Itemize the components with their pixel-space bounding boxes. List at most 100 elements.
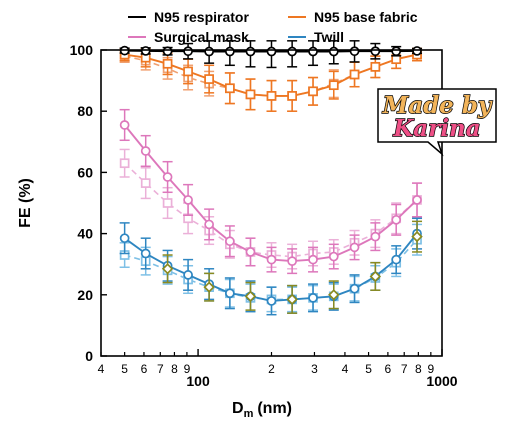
data-point: [162, 172, 173, 182]
x-minor-tick-label: 5: [121, 362, 128, 376]
data-point: [140, 146, 151, 156]
data-point: [225, 236, 235, 247]
y-tick-label: 100: [70, 42, 94, 58]
data-point: [162, 46, 173, 57]
data-point: [328, 46, 339, 57]
data-point: [328, 251, 339, 262]
data-point: [140, 178, 151, 188]
data-point: [349, 46, 360, 57]
legend-label: N95 base fabric: [314, 9, 418, 25]
data-point: [140, 248, 151, 259]
y-tick-label: 60: [77, 164, 93, 180]
x-minor-tick-label: 7: [401, 362, 408, 376]
data-point: [183, 195, 193, 205]
legend-item-n95-base-fabric: N95 base fabric: [288, 9, 418, 25]
data-point: [162, 198, 173, 208]
data-point: [140, 46, 151, 56]
data-point: [287, 256, 297, 266]
x-major-tick-label: 1000: [426, 373, 457, 389]
data-point: [412, 195, 422, 205]
x-minor-tick-label: 8: [415, 362, 422, 376]
data-point: [183, 46, 193, 57]
x-minor-tick-label: 4: [98, 362, 105, 376]
data-point: [225, 46, 235, 57]
data-point: [391, 214, 402, 225]
data-point: [308, 254, 318, 265]
data-point: [370, 61, 381, 72]
data-point: [308, 46, 318, 57]
legend-label: N95 respirator: [154, 9, 249, 25]
data-point: [349, 69, 360, 80]
data-point: [119, 158, 130, 169]
series-n95-respirator: [119, 40, 423, 69]
legend: N95 respirator N95 base fabric Surgical ma…: [128, 9, 418, 45]
legend-item-surgical-mask: Surgical mask: [128, 29, 249, 45]
data-point: [369, 270, 382, 283]
x-minor-tick-label: 9: [184, 362, 191, 376]
data-point: [412, 46, 422, 56]
y-tick-label: 40: [77, 226, 93, 242]
legend-item-n95-respirator: N95 respirator: [128, 9, 249, 25]
data-point: [411, 230, 423, 243]
data-point: [225, 288, 235, 299]
data-point: [204, 219, 214, 230]
data-point: [203, 281, 215, 293]
data-point: [308, 293, 318, 303]
data-point: [287, 91, 297, 101]
data-point: [162, 58, 173, 69]
x-axis-title: Dm (nm): [232, 400, 292, 420]
x-minor-tick-label: 4: [342, 362, 349, 376]
data-point: [391, 46, 402, 57]
x-minor-tick-label: 6: [385, 362, 392, 376]
series-twill: [119, 217, 423, 316]
x-minor-tick-label: 8: [171, 362, 178, 376]
x-minor-tick-label: 5: [365, 362, 372, 376]
x-minor-tick-label: 9: [427, 362, 434, 376]
data-point: [266, 91, 277, 101]
data-point: [391, 254, 402, 265]
y-tick-label: 80: [77, 103, 93, 119]
legend-label: Twill: [314, 29, 344, 45]
data-point: [349, 242, 360, 253]
x-minor-tick-label: 7: [157, 362, 164, 376]
y-axis-ticks: 0 20 40 60 80 100: [70, 42, 107, 364]
made-by-badge: Made by Karina: [377, 88, 497, 157]
y-tick-label: 0: [85, 348, 93, 364]
legend-label: Surgical mask: [154, 29, 249, 45]
data-point: [328, 289, 340, 301]
legend-item-twill: Twill: [288, 29, 344, 45]
data-point: [225, 83, 235, 94]
data-point: [287, 46, 297, 57]
data-point: [266, 296, 277, 306]
data-point: [370, 231, 381, 242]
series-surgical-mask: [119, 108, 423, 275]
badge-line2: Karina: [392, 115, 480, 142]
x-major-tick-label: 100: [186, 373, 210, 389]
data-point: [349, 283, 360, 294]
series-n95-base-fabric: [119, 47, 423, 112]
x-minor-tick-label: 6: [141, 362, 148, 376]
plot-series: [119, 40, 423, 316]
data-point: [244, 290, 257, 303]
data-point: [245, 247, 256, 257]
series-repeat-7: [161, 220, 423, 314]
data-point: [370, 46, 381, 57]
data-point: [204, 46, 214, 57]
x-minor-tick-label: 2: [268, 362, 275, 376]
data-point: [119, 120, 130, 130]
data-point: [245, 89, 256, 100]
data-point: [183, 66, 193, 77]
data-point: [245, 46, 256, 57]
badge-line1: Made by: [382, 92, 493, 119]
data-point: [266, 254, 277, 265]
data-point: [266, 46, 277, 57]
data-point: [328, 80, 339, 91]
badge-background: [377, 88, 497, 157]
y-axis-title: FE (%): [17, 178, 34, 228]
y-tick-label: 20: [77, 287, 93, 303]
x-minor-tick-label: 3: [311, 362, 318, 376]
data-point: [286, 293, 298, 306]
